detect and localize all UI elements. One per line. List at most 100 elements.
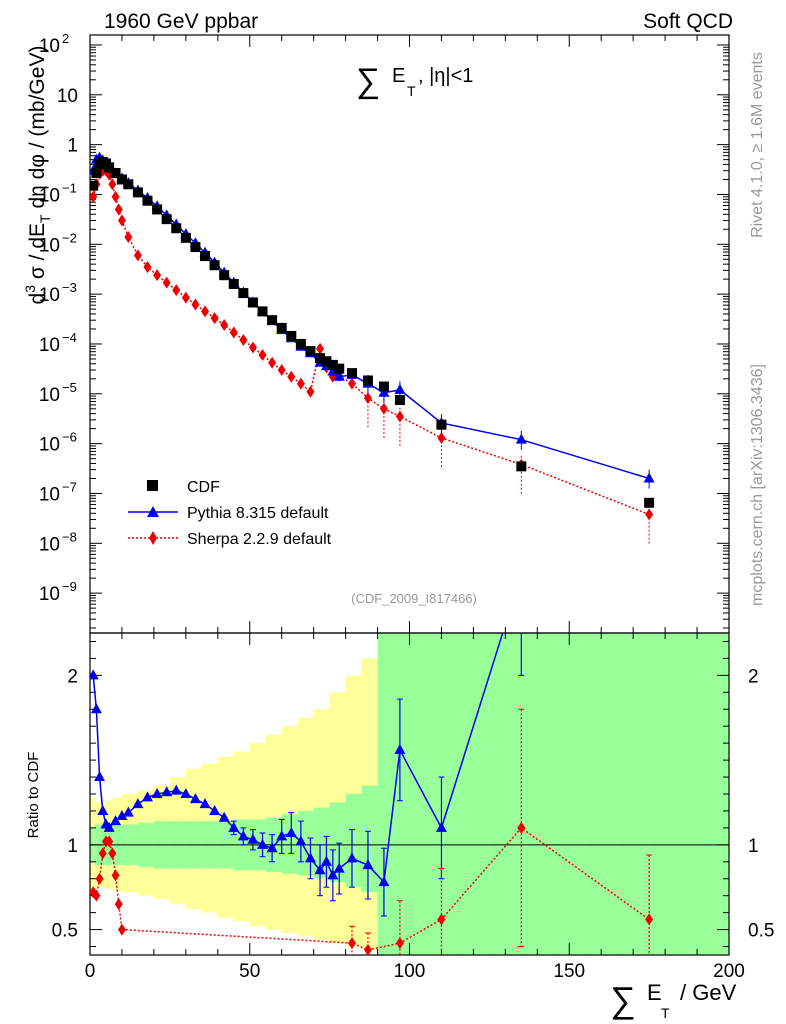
legend-marker-cdf xyxy=(147,480,158,491)
ratio-point xyxy=(98,847,107,860)
y-tick-exponent: −7 xyxy=(62,479,77,494)
data-point xyxy=(306,385,315,398)
data-point xyxy=(143,261,152,274)
ratio-series-sherpa xyxy=(90,708,654,955)
data-point xyxy=(316,342,325,355)
mcplots-label: mcplots.cern.ch [arXiv:1306.3436] xyxy=(749,364,766,606)
data-point xyxy=(191,298,200,311)
data-point xyxy=(117,214,126,227)
legend-label-pythia: Pythia 8.315 default xyxy=(187,505,329,522)
ratio-point xyxy=(209,804,221,815)
series-cdf xyxy=(90,156,655,508)
x-tick-label: 50 xyxy=(239,961,260,982)
data-point xyxy=(347,377,356,390)
data-point xyxy=(116,174,127,185)
legend-marker-pythia xyxy=(147,506,159,517)
band-inner xyxy=(521,633,554,955)
main-panel: 10 210110−110−210−310−410−510−610−710−810… xyxy=(39,31,730,634)
x-tick-label: 100 xyxy=(394,961,426,982)
data-point xyxy=(91,167,102,178)
ratio-point xyxy=(285,826,297,837)
data-point xyxy=(123,179,134,190)
ylabel-sup3: 3 xyxy=(22,285,38,293)
band-inner xyxy=(489,633,522,955)
data-point xyxy=(267,315,278,326)
y-tick-label: 10 xyxy=(39,435,60,456)
data-point xyxy=(239,334,248,347)
ratio-point xyxy=(320,855,332,866)
ratio-point xyxy=(110,815,122,826)
data-point xyxy=(315,353,326,364)
ratio-tick-label-right: 0.5 xyxy=(748,921,774,942)
band-inner xyxy=(329,802,346,883)
x-tick-label: 0 xyxy=(85,961,96,982)
data-point xyxy=(286,330,297,341)
data-point xyxy=(248,341,257,354)
ratio-point xyxy=(237,830,249,841)
data-point xyxy=(643,472,655,483)
data-point xyxy=(132,187,143,198)
ratio-point xyxy=(327,869,339,880)
ratio-point xyxy=(117,923,126,936)
band-inner xyxy=(361,785,378,893)
y-tick-label: 10 xyxy=(39,235,60,256)
data-point xyxy=(379,402,388,415)
ratio-tick-label: 1 xyxy=(67,836,78,857)
ratio-point xyxy=(516,568,527,578)
data-point xyxy=(238,288,249,299)
ratio-tick-label-right: 1 xyxy=(748,836,759,857)
data-point xyxy=(394,383,406,394)
ylabel-subT: T xyxy=(37,214,53,223)
ylabel-mid: σ / dE xyxy=(26,223,49,285)
data-point xyxy=(362,375,373,386)
y-tick-exponent: −9 xyxy=(62,579,77,594)
title-E: E xyxy=(392,65,405,87)
y-tick-exponent: −1 xyxy=(62,180,77,195)
data-point xyxy=(334,363,345,374)
data-point xyxy=(257,306,268,317)
ratio-point xyxy=(218,811,230,822)
data-point xyxy=(296,377,305,390)
ratio-point xyxy=(90,669,99,680)
ratio-point xyxy=(189,793,201,804)
data-point xyxy=(190,242,201,253)
analysis-label: (CDF_2009_I817466) xyxy=(351,591,477,606)
legend: CDF Pythia 8.315 default Sherpa 2.2.9 de… xyxy=(128,479,332,548)
ratio-point xyxy=(435,821,447,832)
data-point xyxy=(321,356,332,367)
title-sum: ∑ xyxy=(356,62,380,100)
data-point xyxy=(142,195,153,206)
data-point xyxy=(210,312,219,325)
ylabel-end: dη dφ / (mb/GeV) xyxy=(26,46,49,215)
ratio-point xyxy=(114,898,123,911)
ratio-point xyxy=(333,862,345,873)
band-inner xyxy=(377,633,394,955)
ratio-point xyxy=(161,786,173,797)
ratio-point xyxy=(95,872,104,885)
rivet-label: Rivet 4.1.0, ≥ 1.6M events xyxy=(749,52,766,238)
xlabel-unit: / GeV xyxy=(680,980,737,1005)
xlabel-sub: T xyxy=(661,1005,670,1021)
ratio-point xyxy=(92,889,101,902)
ratio-point xyxy=(395,937,404,950)
ratio-series-pythia xyxy=(90,568,527,917)
data-point xyxy=(90,180,99,191)
data-point xyxy=(114,203,123,216)
data-point xyxy=(104,162,115,173)
header-left: 1960 GeV ppbar xyxy=(104,10,258,33)
data-point xyxy=(645,508,654,521)
data-point xyxy=(436,419,447,430)
data-point xyxy=(110,167,121,178)
legend-label-sherpa: Sherpa 2.2.9 default xyxy=(187,531,332,548)
data-point xyxy=(90,190,98,203)
ratio-line xyxy=(92,826,650,951)
y-tick-label: 10 xyxy=(39,335,60,356)
series-line xyxy=(92,156,650,480)
ratio-point xyxy=(266,842,278,853)
ratio-tick-label-right: 2 xyxy=(748,666,759,687)
main-frame xyxy=(89,34,730,634)
y-tick-exponent: −3 xyxy=(62,280,77,295)
ratio-point xyxy=(394,743,406,754)
data-point xyxy=(201,305,210,318)
